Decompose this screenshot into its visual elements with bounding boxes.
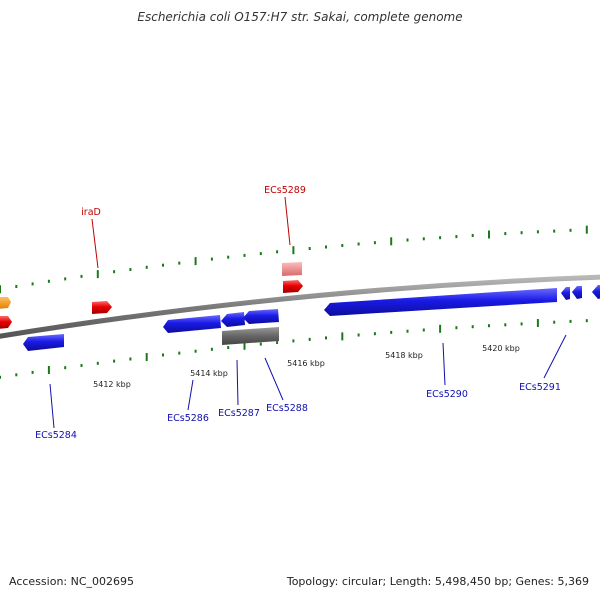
scale-label-5420: 5420 kbp [482, 344, 520, 353]
gene-ECs5284[interactable] [23, 334, 64, 351]
accession-text: Accession: NC_002695 [9, 575, 135, 588]
ECs5288-leader [264, 357, 284, 401]
iraD-leader [91, 218, 99, 269]
gene-red-left[interactable] [0, 316, 12, 329]
gene-ECs5289-pseudo[interactable] [282, 262, 302, 276]
gene-ECs5290[interactable] [324, 288, 557, 316]
ECs5286-leader [187, 379, 194, 411]
scale-label-5416: 5416 kbp [287, 359, 325, 368]
ECs5287-leader [236, 359, 239, 406]
label-ECs5288[interactable]: ECs5288 [266, 403, 308, 414]
label-iraD[interactable]: iraD [81, 207, 101, 218]
reverse-tick-ring [0, 319, 588, 379]
ECs5289-leader [284, 196, 291, 246]
gene-small-1[interactable] [561, 287, 570, 300]
scale-label-5418: 5418 kbp [385, 351, 423, 360]
label-ECs5286[interactable]: ECs5286 [167, 413, 209, 424]
gene-ECs5291[interactable] [572, 286, 582, 299]
label-ECs5290[interactable]: ECs5290 [426, 389, 468, 400]
gene-ECs5287[interactable] [221, 312, 245, 327]
label-ECs5287[interactable]: ECs5287 [218, 408, 260, 419]
gene-ECs5286[interactable] [163, 315, 221, 333]
gene-ECs5287-pseudo[interactable] [222, 327, 279, 345]
label-ECs5284[interactable]: ECs5284 [35, 430, 77, 441]
scale-label-5414: 5414 kbp [190, 369, 228, 378]
gene-ECs5289[interactable] [283, 280, 303, 293]
forward-tick-ring [0, 225, 588, 294]
map-title: Escherichia coli O157:H7 str. Sakai, com… [137, 10, 463, 24]
gene-iraD[interactable] [92, 301, 112, 314]
ECs5290-leader [442, 342, 446, 386]
ECs5284-leader [49, 383, 55, 429]
ECs5291-leader [543, 334, 567, 379]
gene-orange[interactable] [0, 297, 11, 309]
gene-ECs5288[interactable] [243, 309, 279, 324]
label-ECs5291[interactable]: ECs5291 [519, 382, 561, 393]
topology-summary: Topology: circular; Length: 5,498,450 bp… [286, 575, 589, 588]
genome-backbone [0, 274, 600, 339]
gene-small-2[interactable] [592, 285, 600, 299]
label-ECs5289[interactable]: ECs5289 [264, 185, 306, 196]
scale-label-5412: 5412 kbp [93, 380, 131, 389]
